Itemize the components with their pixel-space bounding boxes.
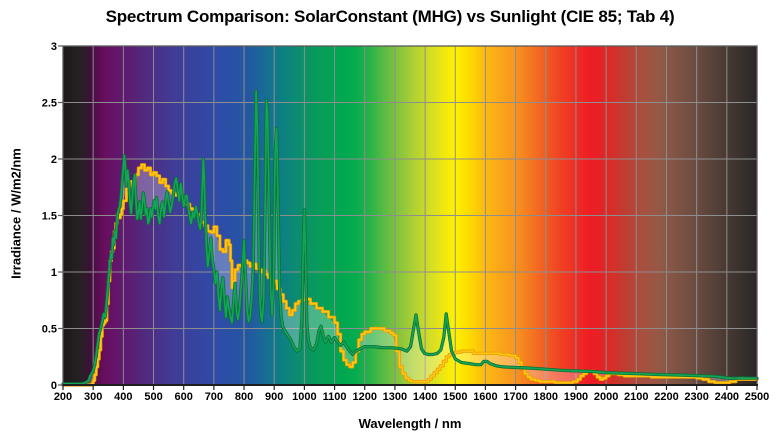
chart-title: Spectrum Comparison: SolarConstant (MHG)… xyxy=(105,7,675,26)
x-tick-label: 1900 xyxy=(564,391,588,403)
x-tick-label: 2000 xyxy=(594,391,618,403)
x-tick-label: 1300 xyxy=(383,391,407,403)
x-tick-label: 500 xyxy=(144,391,162,403)
y-tick-label: 2.5 xyxy=(42,98,57,110)
x-tick-label: 1400 xyxy=(413,391,437,403)
x-tick-label: 900 xyxy=(265,391,283,403)
y-tick-label: 0 xyxy=(51,380,57,392)
x-tick-label: 1100 xyxy=(323,391,347,403)
y-axis-title: Irradiance / W/m2/nm xyxy=(8,148,24,279)
x-tick-label: 1000 xyxy=(292,391,316,403)
x-tick-label: 2200 xyxy=(654,391,678,403)
series-line-solarconstant-mhg xyxy=(62,90,758,385)
x-tick-label: 1800 xyxy=(534,391,558,403)
series-line-sunlight-cie85 xyxy=(62,163,758,386)
x-axis-title: Wavelength / nm xyxy=(358,416,462,431)
x-tick-label: 400 xyxy=(114,391,132,403)
x-tick-label: 600 xyxy=(175,391,193,403)
x-tick-label: 1700 xyxy=(503,391,527,403)
y-tick-label: 0.5 xyxy=(42,324,57,336)
x-tick-label: 300 xyxy=(84,391,102,403)
x-tick-label: 2100 xyxy=(624,391,648,403)
y-tick-label: 1 xyxy=(51,267,57,279)
x-tick-label: 2400 xyxy=(715,391,739,403)
x-tick-label: 700 xyxy=(205,391,223,403)
y-tick-label: 3 xyxy=(51,41,57,53)
y-tick-label: 2 xyxy=(51,154,57,166)
x-tick-label: 200 xyxy=(54,391,72,403)
x-tick-label: 1500 xyxy=(443,391,467,403)
x-tick-label: 800 xyxy=(235,391,253,403)
x-tick-label: 1200 xyxy=(352,391,376,403)
x-tick-label: 2500 xyxy=(745,391,769,403)
x-tick-label: 1600 xyxy=(473,391,497,403)
x-tick-label: 2300 xyxy=(684,391,708,403)
y-tick-label: 1.5 xyxy=(42,211,57,223)
